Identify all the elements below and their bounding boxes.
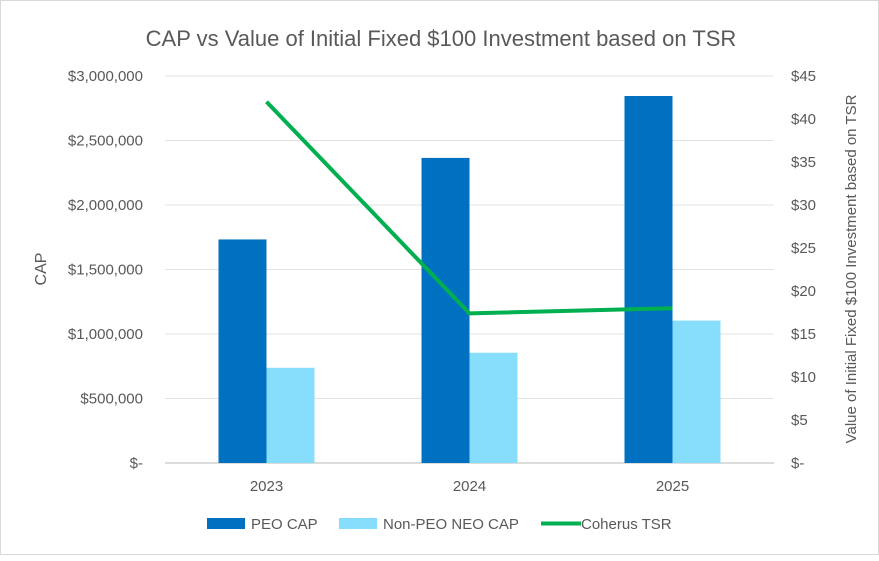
- legend: PEO CAP Non-PEO NEO CAP Coherus TSR: [207, 516, 672, 533]
- legend-swatch: [207, 518, 245, 529]
- y2-axis-title: Value of Initial Fixed $100 Investment b…: [843, 94, 860, 443]
- bar-non-peo-neo-cap-2025: [673, 321, 721, 463]
- y2-tick-label: $-: [791, 455, 804, 472]
- legend-label: Coherus TSR: [581, 516, 672, 533]
- y2-tick-label: $20: [791, 283, 816, 300]
- y2-tick-label: $10: [791, 369, 816, 386]
- y-tick-label: $1,500,000: [68, 262, 143, 279]
- bar-peo-cap-2024: [422, 158, 470, 463]
- bar-non-peo-neo-cap-2023: [267, 368, 315, 463]
- y2-tick-label: $25: [791, 240, 816, 257]
- legend-label: Non-PEO NEO CAP: [383, 516, 519, 533]
- legend-swatch: [339, 518, 377, 529]
- y-tick-label: $1,000,000: [68, 326, 143, 343]
- y2-tick-label: $15: [791, 326, 816, 343]
- y-axis-left: $- $500,000 $1,000,000 $1,500,000 $2,000,000…: [68, 68, 143, 472]
- y2-tick-label: $30: [791, 197, 816, 214]
- bars: [219, 96, 721, 463]
- bar-non-peo-neo-cap-2024: [470, 353, 518, 463]
- y-tick-label: $2,500,000: [68, 133, 143, 150]
- chart-title: CAP vs Value of Initial Fixed $100 Inves…: [146, 26, 737, 51]
- y2-tick-label: $5: [791, 412, 808, 429]
- bar-peo-cap-2025: [625, 96, 673, 463]
- y2-tick-label: $35: [791, 154, 816, 171]
- x-tick-label: 2024: [453, 478, 486, 495]
- x-tick-label: 2025: [656, 478, 689, 495]
- legend-label: PEO CAP: [251, 516, 318, 533]
- y-tick-label: $2,000,000: [68, 197, 143, 214]
- y2-tick-label: $45: [791, 68, 816, 85]
- y-tick-label: $3,000,000: [68, 68, 143, 85]
- y-tick-label: $500,000: [80, 391, 143, 408]
- y-tick-label: $-: [130, 455, 143, 472]
- y-axis-title: CAP: [33, 253, 50, 286]
- bar-peo-cap-2023: [219, 239, 267, 463]
- x-tick-label: 2023: [250, 478, 283, 495]
- y2-tick-label: $40: [791, 111, 816, 128]
- y-axis-right: $- $5 $10 $15 $20 $25 $30 $35 $40 $45: [791, 68, 816, 472]
- x-axis: 2023 2024 2025: [250, 478, 689, 495]
